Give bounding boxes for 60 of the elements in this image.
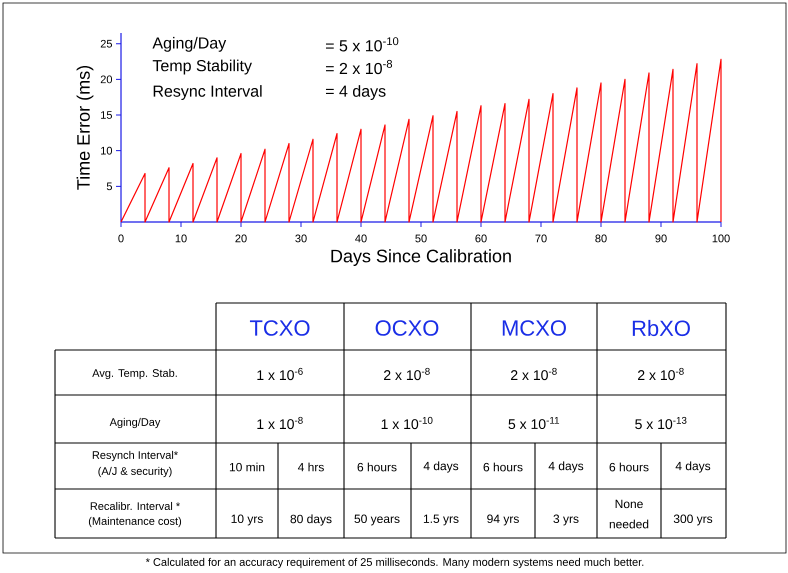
text: Recalibr. Interval * — [90, 502, 180, 510]
text: 4 days — [676, 461, 710, 473]
text: MCXO — [502, 320, 566, 336]
x-tick-label: 60 — [475, 234, 487, 242]
text: * Calculated for an accuracy requirement of 25 milliseconds. Many modern systems need much better. — [146, 558, 644, 568]
text: RbXO — [632, 320, 690, 336]
x-tick-label: 20 — [235, 234, 247, 242]
annotation: = 2 x 10$^{-8}$ — [326, 60, 392, 74]
text: Avg. Temp. Stab. — [92, 368, 177, 380]
text: (A/J & security) — [98, 466, 172, 478]
annotation: = 4 days — [326, 85, 386, 100]
text: 10 min — [230, 462, 264, 472]
y-tick-label: 15 — [101, 111, 112, 119]
y-tick-label: 25 — [100, 40, 112, 48]
y-tick-label: 10 — [101, 146, 112, 155]
text: 1 x 10$^{-6}$ — [257, 368, 303, 380]
text: None — [616, 500, 643, 508]
y-tick-label: 20 — [100, 75, 112, 84]
text: 6 hours — [484, 462, 523, 472]
x-tick-label: 50 — [415, 234, 427, 242]
text: 50 years — [354, 514, 400, 526]
text: 5 x 10$^{-11}$ — [508, 416, 560, 430]
text: 10 yrs — [232, 514, 263, 526]
text: 1 x 10$^{-8}$ — [257, 416, 303, 430]
text: 1 x 10$^{-10}$ — [382, 416, 433, 430]
x-tick-label: 40 — [355, 234, 367, 242]
y-tick-label: 5 — [106, 182, 112, 190]
annotation: = 5 x 10$^{-10}$ — [326, 37, 398, 52]
text: OCXO — [376, 320, 438, 336]
text: 1.5 yrs — [424, 514, 459, 526]
text: 4 hrs — [298, 462, 324, 472]
text: 3 yrs — [553, 514, 579, 526]
x-tick-label: 70 — [535, 234, 547, 242]
x-tick-label: 30 — [295, 234, 307, 242]
text: Resynch Interval* — [92, 450, 178, 462]
x-tick-label: 80 — [595, 234, 607, 242]
text: 2 x 10$^{-8}$ — [384, 368, 430, 380]
text: 5 x 10$^{-13}$ — [635, 416, 686, 430]
text: 4 days — [424, 461, 458, 473]
annotation: Aging/Day — [152, 36, 226, 52]
y-axis-title: Time Error (ms) — [76, 66, 94, 190]
text: Aging/Day — [110, 418, 160, 428]
text: (Maintenance cost) — [88, 516, 182, 528]
text: needed — [610, 520, 648, 528]
x-tick-label: 100 — [712, 234, 730, 242]
x-tick-label: 0 — [118, 234, 124, 242]
text: 2 x 10$^{-8}$ — [638, 368, 684, 380]
x-axis-title: Days Since Calibration — [331, 249, 511, 266]
text: TCXO — [250, 320, 310, 336]
annotation: Temp Stability — [152, 60, 252, 74]
x-tick-label: 10 — [176, 234, 187, 242]
text: 300 yrs — [674, 514, 712, 526]
text: 80 days — [290, 514, 332, 526]
text: 6 hours — [610, 462, 649, 472]
x-tick-label: 90 — [655, 234, 667, 242]
text: 6 hours — [358, 462, 397, 472]
text: 2 x 10$^{-8}$ — [511, 368, 557, 380]
text: 4 days — [548, 461, 584, 473]
text: 94 yrs — [487, 514, 519, 526]
annotation: Resync Interval — [154, 85, 262, 100]
